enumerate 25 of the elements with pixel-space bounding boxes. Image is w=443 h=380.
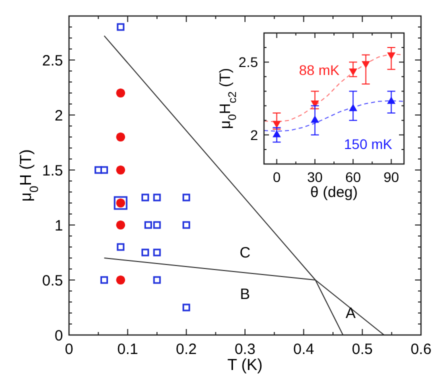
x-tick-label: 0.2	[176, 341, 197, 358]
x-tick-label: 60	[345, 169, 362, 185]
series-label: 88 mK	[299, 62, 340, 78]
x-tick-label: 0.4	[293, 341, 314, 358]
x-tick-label: 0.6	[410, 341, 432, 358]
y-tick-label: 2	[54, 107, 63, 124]
annotation: A	[346, 304, 356, 322]
annotation: B	[240, 286, 250, 303]
x-tick-label: 90	[383, 169, 400, 185]
x-axis-title: θ (deg)	[310, 184, 358, 201]
annotation: C	[240, 244, 251, 262]
x-tick-label: 30	[307, 169, 323, 185]
y-tick-label: 1	[54, 217, 63, 234]
y-tick-label: 2	[250, 126, 258, 143]
x-tick-label: 0.1	[117, 341, 138, 358]
series-label: 150 mK	[344, 136, 393, 152]
y-tick-label: 0.5	[42, 272, 63, 290]
x-axis-title: T (K)	[227, 357, 263, 374]
x-tick-label: 0.3	[234, 341, 256, 358]
y-tick-label: 2.5	[42, 52, 63, 70]
y-tick-label: 0	[54, 327, 63, 344]
x-tick-label: 0	[272, 169, 281, 185]
y-tick-label: 1.5	[42, 162, 63, 180]
x-tick-label: 0.5	[352, 341, 373, 358]
y-tick-label: 2.5	[238, 54, 258, 70]
